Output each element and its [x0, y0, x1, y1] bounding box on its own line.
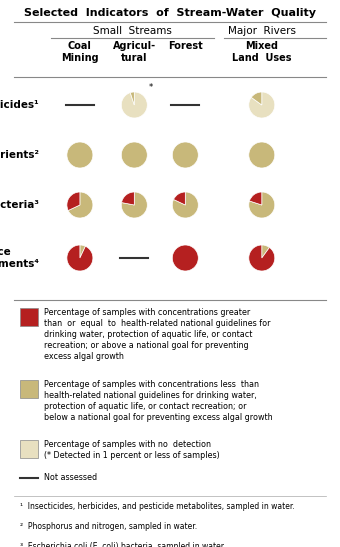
Wedge shape — [251, 92, 262, 105]
Text: Percentage of samples with concentrations greater
than  or  equal  to  health-re: Percentage of samples with concentration… — [45, 308, 271, 362]
Bar — [20, 308, 38, 326]
Wedge shape — [68, 192, 93, 218]
Text: Mixed
Land  Uses: Mixed Land Uses — [232, 41, 292, 62]
Text: ¹  Insecticides, herbicides, and pesticide metabolites, sampled in water.: ¹ Insecticides, herbicides, and pesticid… — [20, 502, 295, 511]
Bar — [20, 440, 38, 458]
Text: Percentage of samples with no  detection
(* Detected in 1 percent or less of sam: Percentage of samples with no detection … — [45, 440, 220, 460]
Wedge shape — [172, 245, 198, 271]
Wedge shape — [173, 192, 185, 205]
Wedge shape — [262, 245, 269, 258]
Text: Percentage of samples with concentrations less  than
health-related national gui: Percentage of samples with concentration… — [45, 380, 273, 422]
Wedge shape — [172, 142, 198, 168]
Text: Not assessed: Not assessed — [45, 474, 98, 482]
Text: Trace
elements⁴: Trace elements⁴ — [0, 247, 39, 269]
Text: Pesticides¹: Pesticides¹ — [0, 100, 39, 110]
Text: Small  Streams: Small Streams — [93, 26, 172, 36]
Text: *: * — [148, 83, 153, 92]
Wedge shape — [67, 245, 93, 271]
Wedge shape — [249, 142, 275, 168]
Wedge shape — [250, 192, 262, 205]
Wedge shape — [172, 192, 198, 218]
Wedge shape — [249, 192, 275, 218]
Text: Selected  Indicators  of  Stream-Water  Quality: Selected Indicators of Stream-Water Qual… — [24, 8, 316, 18]
Bar — [20, 380, 38, 398]
Wedge shape — [249, 245, 275, 271]
Wedge shape — [121, 192, 134, 205]
Wedge shape — [249, 92, 275, 118]
Wedge shape — [67, 192, 80, 211]
Wedge shape — [130, 92, 134, 105]
Wedge shape — [121, 92, 147, 118]
Wedge shape — [121, 192, 147, 218]
Text: ³  Escherichia coli (E. coli) bacteria, sampled in water.: ³ Escherichia coli (E. coli) bacteria, s… — [20, 542, 226, 547]
Wedge shape — [121, 142, 147, 168]
Text: Major  Rivers: Major Rivers — [228, 26, 296, 36]
Wedge shape — [67, 142, 93, 168]
Text: Coal
Mining: Coal Mining — [61, 41, 99, 62]
Text: Nutrients²: Nutrients² — [0, 150, 39, 160]
Text: Forest: Forest — [168, 41, 203, 51]
Text: Agricul-
tural: Agricul- tural — [113, 41, 156, 62]
Wedge shape — [80, 245, 85, 258]
Text: Bacteria³: Bacteria³ — [0, 200, 39, 210]
Text: ²  Phosphorus and nitrogen, sampled in water.: ² Phosphorus and nitrogen, sampled in wa… — [20, 522, 198, 531]
